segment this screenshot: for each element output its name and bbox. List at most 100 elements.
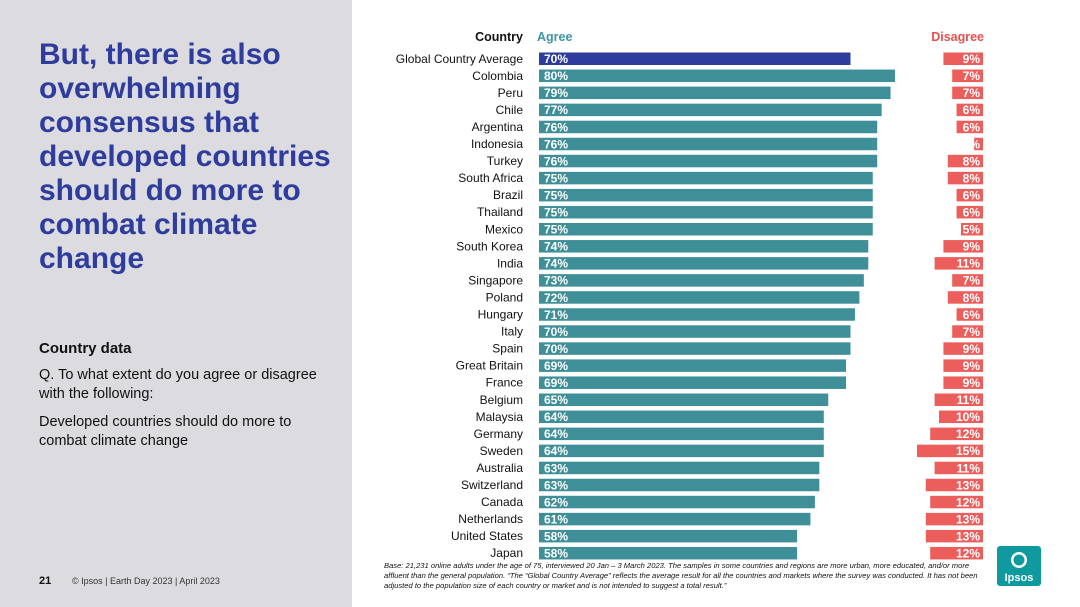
- category-label-poland: Poland: [486, 290, 523, 304]
- agree-value-global-country-average: 70%: [544, 52, 568, 66]
- agree-value-south-korea: 74%: [544, 240, 568, 254]
- agree-disagree-bar-chart: Global Country Average 70% 9% Colombia 80% 7%…: [396, 52, 983, 561]
- logo-inner-circle: [1013, 554, 1025, 566]
- agree-bar-poland: [539, 291, 860, 304]
- agree-bar-india: [539, 257, 869, 270]
- agree-bar-hungary: [539, 308, 855, 321]
- header-agree: Agree: [537, 30, 573, 44]
- disagree-value-poland: 8%: [963, 291, 981, 305]
- disagree-value-australia: 11%: [957, 461, 981, 475]
- footer-text: © Ipsos | Earth Day 2023 | April 2023: [72, 576, 220, 586]
- agree-value-france: 69%: [544, 376, 568, 390]
- disagree-bar-colombia: [952, 69, 983, 83]
- disagree-bar-malaysia: [939, 410, 983, 424]
- agree-bar-malaysia: [539, 410, 824, 424]
- agree-value-australia: 63%: [544, 461, 568, 475]
- category-label-hungary: Hungary: [478, 308, 523, 322]
- disagree-bar-brazil: [956, 188, 983, 202]
- agree-value-peru: 79%: [544, 86, 568, 100]
- disagree-value-argentina: 6%: [963, 120, 981, 134]
- disagree-bar-turkey: [947, 154, 983, 168]
- disagree-bar-switzerland: [925, 478, 983, 492]
- agree-bar-south-africa: [539, 171, 873, 185]
- disagree-value-germany: 12%: [956, 427, 980, 441]
- agree-bar-spain: [539, 342, 851, 355]
- disagree-bar-spain: [943, 342, 983, 355]
- agree-bar-chile: [539, 103, 882, 117]
- agree-value-germany: 64%: [544, 427, 568, 441]
- agree-value-south-africa: 75%: [544, 171, 568, 185]
- agree-bar-indonesia: [539, 137, 878, 151]
- subtitle: Country data: [39, 340, 132, 357]
- category-label-france: France: [486, 376, 524, 390]
- agree-value-hungary: 71%: [544, 308, 568, 322]
- agree-value-united-states: 58%: [544, 529, 568, 543]
- category-label-south-africa: South Africa: [458, 171, 523, 185]
- disagree-bar-japan: [930, 546, 983, 560]
- agree-bar-france: [539, 376, 847, 389]
- header-country: Country: [475, 30, 523, 44]
- category-label-colombia: Colombia: [472, 69, 523, 83]
- agree-value-great-britain: 69%: [544, 359, 568, 373]
- agree-bar-netherlands: [539, 512, 811, 526]
- disagree-value-hungary: 6%: [963, 308, 981, 322]
- agree-value-brazil: 75%: [544, 188, 568, 202]
- category-label-turkey: Turkey: [487, 154, 523, 168]
- disagree-value-india: 11%: [957, 257, 981, 271]
- agree-bar-switzerland: [539, 478, 820, 492]
- disagree-value-indonesia: 2%: [963, 137, 981, 151]
- disagree-value-great-britain: 9%: [963, 359, 981, 373]
- agree-bar-colombia: [539, 69, 895, 83]
- question-text: Q. To what extent do you agree or disagr…: [39, 367, 317, 402]
- agree-value-switzerland: 63%: [544, 478, 568, 492]
- disagree-value-spain: 9%: [963, 342, 981, 356]
- category-label-japan: Japan: [490, 546, 523, 560]
- agree-bar-peru: [539, 86, 891, 100]
- category-label-global-country-average: Global Country Average: [396, 52, 524, 66]
- agree-bar-australia: [539, 461, 820, 475]
- disagree-bar-germany: [930, 427, 983, 441]
- disagree-bar-sweden: [917, 444, 983, 458]
- disagree-bar-peru: [952, 86, 983, 100]
- agree-value-indonesia: 76%: [544, 137, 568, 151]
- disagree-value-netherlands: 13%: [956, 512, 980, 526]
- agree-value-japan: 58%: [544, 547, 568, 561]
- category-label-india: India: [497, 256, 523, 270]
- disagree-value-malaysia: 10%: [956, 410, 980, 424]
- left-panel: But, there is also overwhelming consensu…: [0, 0, 352, 607]
- base-note: Base: 21,231 online adults under the age…: [384, 561, 978, 591]
- disagree-bar-thailand: [956, 205, 983, 219]
- agree-value-belgium: 65%: [544, 393, 568, 407]
- category-label-united-states: United States: [451, 529, 523, 543]
- disagree-value-italy: 7%: [963, 325, 981, 339]
- agree-bar-italy: [539, 325, 851, 338]
- agree-bar-argentina: [539, 120, 878, 134]
- agree-bar-singapore: [539, 274, 864, 287]
- agree-bar-turkey: [539, 154, 878, 168]
- statement-text: Developed countries should do more to co…: [39, 414, 292, 449]
- disagree-bar-france: [943, 376, 983, 389]
- agree-value-thailand: 75%: [544, 206, 568, 220]
- agree-value-canada: 62%: [544, 495, 568, 509]
- disagree-bar-hungary: [956, 308, 983, 321]
- agree-value-singapore: 73%: [544, 274, 568, 288]
- disagree-value-colombia: 7%: [963, 69, 981, 83]
- agree-value-spain: 70%: [544, 342, 568, 356]
- agree-bar-united-states: [539, 529, 798, 543]
- disagree-bar-belgium: [934, 393, 983, 406]
- disagree-bar-poland: [947, 291, 983, 304]
- category-label-italy: Italy: [501, 325, 523, 339]
- category-label-malaysia: Malaysia: [476, 410, 524, 424]
- disagree-bar-india: [934, 257, 983, 270]
- disagree-value-chile: 6%: [963, 103, 981, 117]
- disagree-value-japan: 12%: [956, 547, 980, 561]
- disagree-bar-indonesia: [974, 137, 983, 151]
- disagree-value-france: 9%: [963, 376, 981, 390]
- page-number: 21: [39, 575, 52, 587]
- agree-value-italy: 70%: [544, 325, 568, 339]
- disagree-bar-canada: [930, 495, 983, 509]
- agree-bar-global-country-average: [539, 52, 851, 65]
- agree-bar-canada: [539, 495, 815, 509]
- disagree-value-south-africa: 8%: [963, 171, 981, 185]
- disagree-value-thailand: 6%: [963, 206, 981, 220]
